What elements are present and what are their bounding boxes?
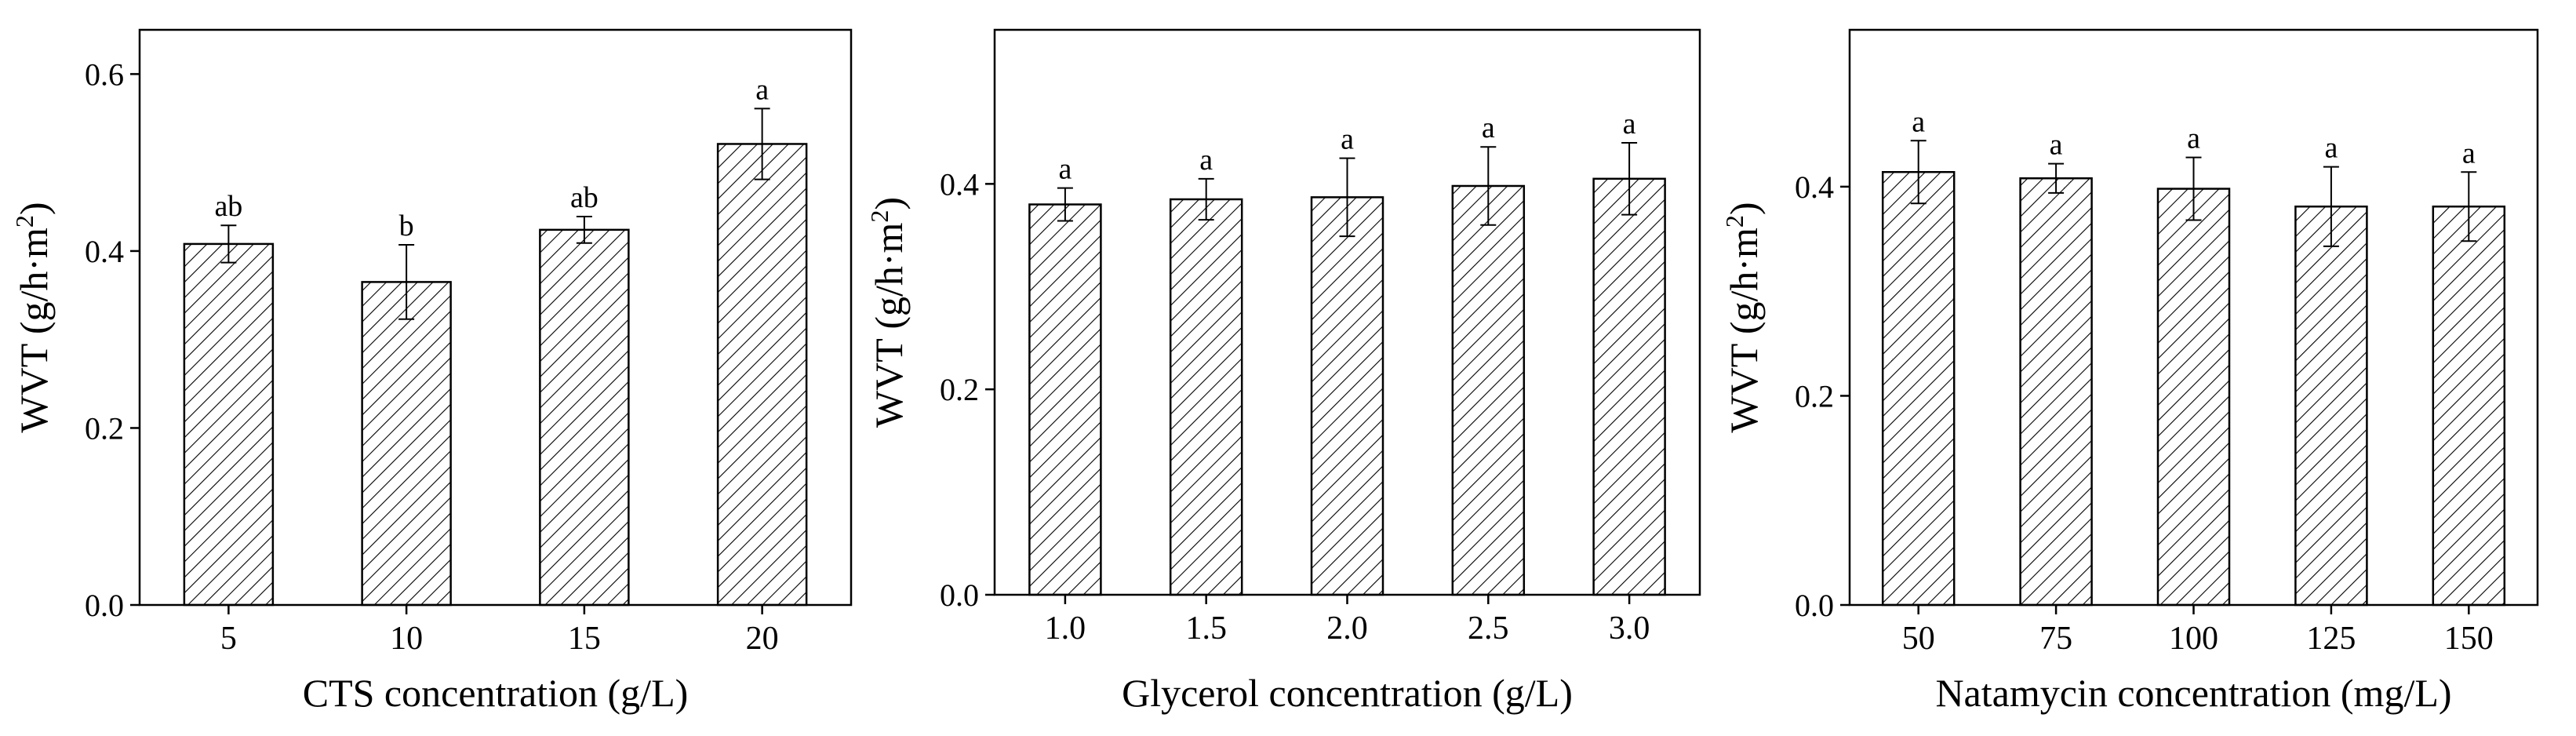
bar — [183, 242, 275, 607]
chart-panel-3: 0.0 0.2 0.4 a 50 a 75 a 100 a 125 a 150 Natamycin con… — [1720, 28, 2539, 715]
significance-letter: ab — [570, 181, 599, 214]
y-tick-label: 0.6 — [85, 56, 124, 92]
y-axis-title-sup: 2 — [10, 215, 38, 228]
significance-letter: a — [1623, 107, 1636, 140]
x-tick-label: 3.0 — [1609, 610, 1650, 647]
y-axis-title: WVT (g/h·m2) — [1720, 202, 1766, 432]
bar — [1881, 171, 1956, 607]
bar — [1169, 198, 1243, 596]
x-tick-label: 2.0 — [1326, 610, 1368, 647]
x-tick-label: 50 — [1902, 621, 1935, 657]
y-axis-title: WVT (g/h·m2) — [865, 197, 911, 428]
significance-letter: a — [1482, 111, 1495, 144]
x-tick-label: 100 — [2169, 621, 2218, 657]
y-axis-title-sup: 2 — [865, 210, 893, 223]
x-tick-label: 1.5 — [1185, 610, 1227, 647]
y-axis-title-close: ) — [867, 197, 911, 210]
y-axis-title-sup: 2 — [1720, 215, 1748, 228]
significance-letter: a — [2050, 129, 2063, 162]
y-axis-title: WVT (g/h·m2) — [10, 202, 56, 432]
y-tick-label: 0.4 — [940, 166, 979, 202]
significance-letter: a — [2324, 132, 2338, 165]
significance-letter: ab — [214, 190, 242, 223]
x-tick-label: 10 — [390, 621, 423, 657]
x-tick-label: 2.5 — [1468, 610, 1509, 647]
bar — [1592, 177, 1666, 596]
y-tick-label: 0.2 — [1795, 378, 1834, 414]
x-tick-label: 1.0 — [1045, 610, 1086, 647]
bar — [1028, 203, 1102, 596]
y-axis-title-main: WVT (g/h·m — [12, 228, 56, 433]
significance-letter: a — [2462, 137, 2476, 169]
y-tick-label: 0.2 — [940, 372, 979, 407]
significance-letter: b — [399, 210, 414, 242]
bar — [2156, 188, 2231, 607]
x-tick-label: 15 — [568, 621, 601, 657]
chart-panel-2: 0.0 0.2 0.4 a 1.0 a 1.5 a 2.0 a 2.5 a 3.0 Glycerol co… — [865, 28, 1701, 715]
y-axis-title-main: WVT (g/h·m — [1722, 228, 1766, 433]
significance-letter: a — [2187, 122, 2200, 155]
x-axis-title: CTS concentration (g/L) — [303, 671, 689, 715]
plot-frame — [138, 28, 853, 607]
bar — [1310, 196, 1384, 596]
x-axis-title: Natamycin concentration (mg/L) — [1935, 671, 2451, 715]
x-tick-label: 125 — [2306, 621, 2356, 657]
significance-letter: a — [1912, 105, 1925, 138]
bar — [2432, 205, 2506, 607]
bar — [2294, 205, 2368, 607]
y-tick-label: 0.2 — [85, 410, 124, 446]
significance-letter: a — [1058, 153, 1072, 186]
bar — [716, 143, 808, 607]
chart-panel-1: 0.0 0.2 0.4 0.6 ab 5 b 10 ab 15 a 20 CTS concentrati… — [10, 28, 853, 715]
bar — [2019, 177, 2093, 607]
bar — [539, 228, 630, 607]
x-axis-title: Glycerol concentration (g/L) — [1122, 671, 1573, 715]
y-axis-title-close: ) — [1722, 202, 1766, 215]
y-tick-label: 0.4 — [1795, 169, 1834, 205]
x-tick-label: 150 — [2444, 621, 2494, 657]
y-axis-title-main: WVT (g/h·m — [867, 222, 911, 428]
x-tick-label: 20 — [746, 621, 779, 657]
y-axis-title-close: ) — [12, 202, 56, 215]
y-tick-label: 0.0 — [940, 578, 979, 613]
significance-letter: a — [1199, 144, 1213, 177]
bar — [1451, 184, 1526, 596]
significance-letter: a — [1341, 123, 1354, 156]
y-tick-label: 0.4 — [85, 234, 124, 269]
y-tick-label: 0.0 — [85, 588, 124, 623]
x-tick-label: 5 — [220, 621, 237, 657]
bar — [361, 281, 452, 607]
x-tick-label: 75 — [2039, 621, 2072, 657]
significance-letter: a — [755, 73, 769, 106]
y-tick-label: 0.0 — [1795, 588, 1834, 623]
